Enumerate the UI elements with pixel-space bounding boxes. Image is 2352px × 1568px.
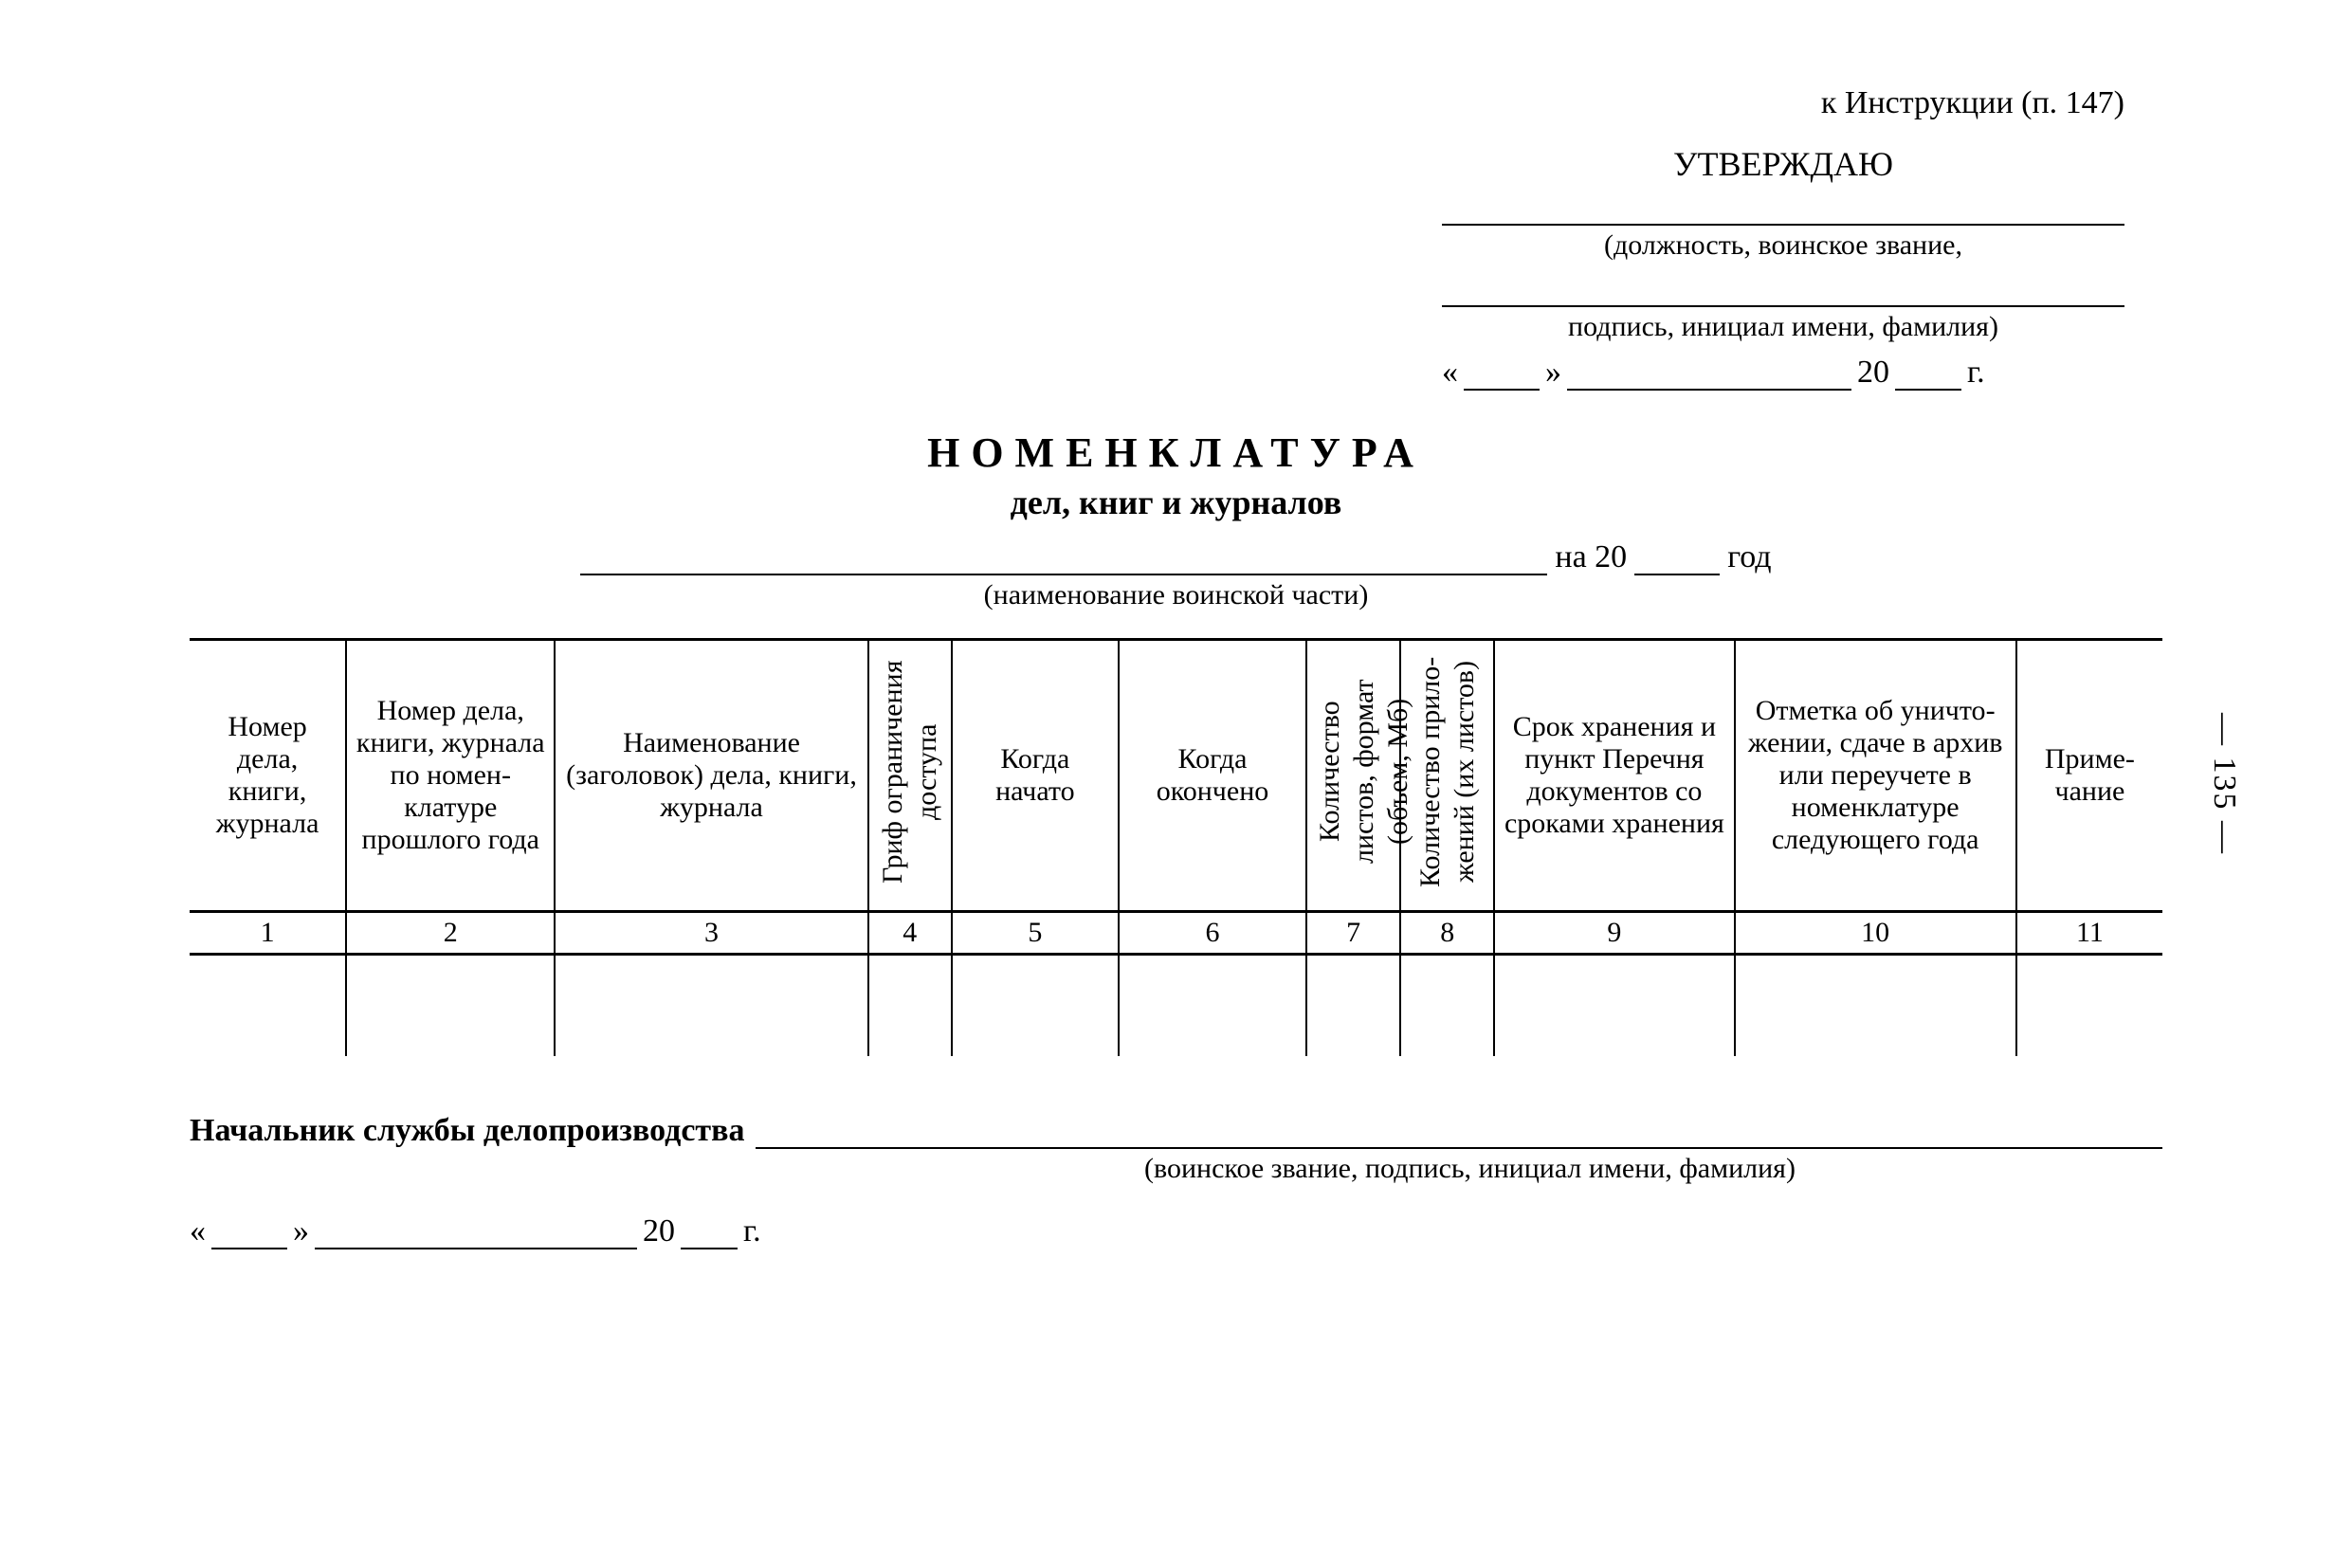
table-number-cell: 3 <box>555 912 867 955</box>
title-block: НОМЕНКЛАТУРА дел, книг и журналов на 20 … <box>190 428 2162 611</box>
instruction-reference: к Инструкции (п. 147) <box>190 85 2124 121</box>
unit-sub-label: (наименование воинской части) <box>190 579 2162 611</box>
table-row <box>190 955 2162 1057</box>
approval-block: УТВЕРЖДАЮ (должность, воинское звание, п… <box>1442 144 2124 391</box>
date-year-suffix: г. <box>1967 355 1985 391</box>
table-data-cell <box>190 955 346 1057</box>
table-number-cell: 9 <box>1494 912 1734 955</box>
title-main: НОМЕНКЛАТУРА <box>190 428 2162 477</box>
table-data-cell <box>555 955 867 1057</box>
table-data-cell <box>1735 955 2016 1057</box>
unit-year-blank <box>1634 545 1720 575</box>
unit-year-prefix: на 20 <box>1555 539 1627 575</box>
document-page: — 135 — к Инструкции (п. 147) УТВЕРЖДАЮ … <box>0 0 2352 1568</box>
table-header-row: Номер дела, книги, журналаНомер дела, кн… <box>190 640 2162 912</box>
date-day-blank <box>1464 360 1540 391</box>
date-quote-close: » <box>1545 355 1561 391</box>
approval-sub-2: подпись, инициал имени, фамилия) <box>1442 311 2124 343</box>
table-data-cell <box>2016 955 2162 1057</box>
footer-date-day-blank <box>211 1219 287 1249</box>
table-number-cell: 2 <box>346 912 555 955</box>
table-number-cell: 11 <box>2016 912 2162 955</box>
footer-date-line: « » 20 г. <box>190 1213 2162 1249</box>
table-header-cell: Приме­чание <box>2016 640 2162 912</box>
table-header-cell: Отметка об уничто­жении, сдаче в архив и… <box>1735 640 2016 912</box>
table-header-cell: Гриф ограничения доступа <box>868 640 952 912</box>
table-number-cell: 1 <box>190 912 346 955</box>
table-header-cell: Наименование (заголовок) дела, книги, жу… <box>555 640 867 912</box>
table-data-cell <box>952 955 1119 1057</box>
table-header-cell: Номер дела, книги, журнала по номен­клат… <box>346 640 555 912</box>
footer-date-year-suffix: г. <box>743 1213 761 1249</box>
table-header-cell: Количество листов, формат (объем, Мб) <box>1306 640 1400 912</box>
date-year-blank <box>1895 360 1961 391</box>
table-header-cell: Когда начато <box>952 640 1119 912</box>
side-page-number: — 135 — <box>2206 713 2242 855</box>
nomenclature-table: Номер дела, книги, журналаНомер дела, кн… <box>190 638 2162 1056</box>
unit-name-blank <box>580 543 1547 575</box>
table-data-cell <box>1119 955 1306 1057</box>
table-header-cell: Номер дела, книги, журнала <box>190 640 346 912</box>
approval-date-line: « » 20 г. <box>1442 355 2124 391</box>
unit-year-line: на 20 год <box>190 539 2162 575</box>
footer-date-year-20: 20 <box>643 1213 675 1249</box>
chief-signature-line: Начальник службы делопроизводства <box>190 1113 2162 1149</box>
footer-date-month-blank <box>315 1219 637 1249</box>
table-data-cell <box>346 955 555 1057</box>
table-data-cell <box>1494 955 1734 1057</box>
table-number-cell: 5 <box>952 912 1119 955</box>
table-header-cell: Когда окончено <box>1119 640 1306 912</box>
approval-line-1 <box>1442 191 2124 226</box>
table-header-cell: Срок хранения и пункт Перечня документов… <box>1494 640 1734 912</box>
table-header-cell: Количество прило­жений (их листов) <box>1400 640 1494 912</box>
date-month-blank <box>1567 360 1851 391</box>
footer-date-quote-open: « <box>190 1213 206 1249</box>
table-number-row: 1234567891011 <box>190 912 2162 955</box>
table-number-cell: 7 <box>1306 912 1400 955</box>
footer-date-year-blank <box>681 1219 738 1249</box>
footer-block: Начальник службы делопроизводства (воинс… <box>190 1113 2162 1249</box>
table-number-cell: 6 <box>1119 912 1306 955</box>
date-quote-open: « <box>1442 355 1458 391</box>
table-data-cell <box>1400 955 1494 1057</box>
chief-signature-blank <box>756 1117 2162 1149</box>
unit-year-suffix: год <box>1727 539 1771 575</box>
table-number-cell: 4 <box>868 912 952 955</box>
chief-sub-label: (воинское звание, подпись, инициал имени… <box>777 1153 2162 1185</box>
chief-label: Начальник службы делопроизводства <box>190 1113 744 1149</box>
approval-title: УТВЕРЖДАЮ <box>1442 144 2124 184</box>
table-number-cell: 8 <box>1400 912 1494 955</box>
table-data-cell <box>1306 955 1400 1057</box>
approval-sub-1: (должность, воинское звание, <box>1442 229 2124 262</box>
table-data-cell <box>868 955 952 1057</box>
date-year-20: 20 <box>1857 355 1889 391</box>
footer-date-quote-close: » <box>293 1213 309 1249</box>
table-number-cell: 10 <box>1735 912 2016 955</box>
title-sub: дел, книг и журналов <box>190 483 2162 522</box>
approval-line-2 <box>1442 273 2124 307</box>
